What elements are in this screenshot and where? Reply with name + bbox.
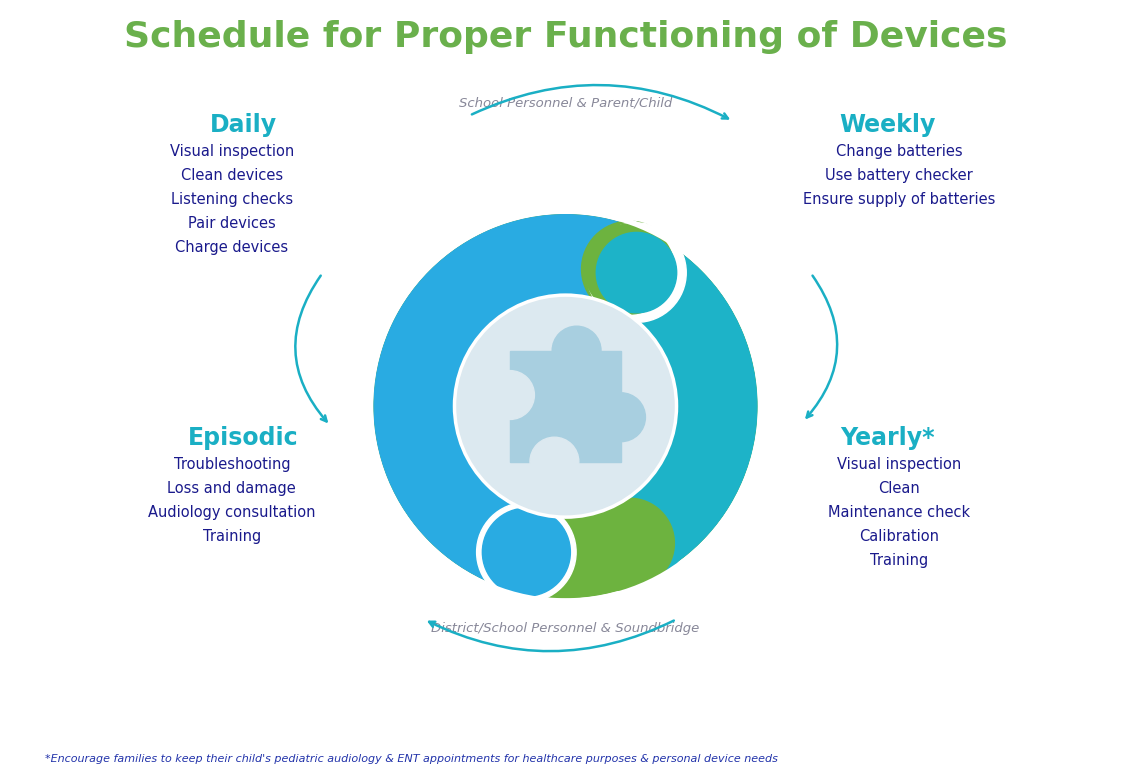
Text: Daily: Daily (209, 113, 277, 137)
Wedge shape (612, 233, 757, 580)
Circle shape (482, 508, 570, 596)
Circle shape (481, 506, 572, 598)
Circle shape (622, 262, 637, 276)
Text: School Personnel & Parent/Child: School Personnel & Parent/Child (459, 97, 672, 109)
Text: District/School Personnel & Soundbridge: District/School Personnel & Soundbridge (431, 622, 700, 635)
Wedge shape (374, 215, 757, 597)
Circle shape (596, 393, 646, 441)
Circle shape (476, 502, 576, 602)
Circle shape (578, 502, 666, 590)
Circle shape (596, 233, 676, 313)
Text: Visual inspection
Clean devices
Listening checks
Pair devices
Charge devices: Visual inspection Clean devices Listenin… (170, 144, 294, 255)
Circle shape (587, 223, 687, 323)
Circle shape (585, 224, 674, 314)
Circle shape (552, 326, 601, 375)
Circle shape (530, 437, 579, 486)
Circle shape (597, 493, 685, 581)
Bar (510, 351, 621, 462)
Circle shape (532, 547, 547, 562)
Circle shape (485, 371, 535, 419)
Text: Troubleshooting
Loss and damage
Audiology consultation
Training: Troubleshooting Loss and damage Audiolog… (148, 457, 316, 544)
Circle shape (585, 498, 674, 588)
Circle shape (582, 226, 663, 306)
Wedge shape (374, 215, 647, 594)
Text: Weekly: Weekly (839, 113, 936, 137)
Text: *Encourage families to keep their child's pediatric audiology & ENT appointments: *Encourage families to keep their child'… (45, 754, 778, 764)
Text: Schedule for Proper Functioning of Devices: Schedule for Proper Functioning of Devic… (123, 20, 1008, 54)
Text: Yearly*: Yearly* (840, 426, 935, 450)
Circle shape (364, 205, 767, 607)
Text: Change batteries
Use battery checker
Ensure supply of batteries: Change batteries Use battery checker Ens… (803, 144, 995, 208)
Text: Episodic: Episodic (188, 426, 299, 450)
Circle shape (622, 536, 637, 551)
Circle shape (455, 295, 676, 517)
Text: Visual inspection
Clean
Maintenance check
Calibration
Training: Visual inspection Clean Maintenance chec… (828, 457, 970, 568)
Circle shape (581, 221, 677, 317)
